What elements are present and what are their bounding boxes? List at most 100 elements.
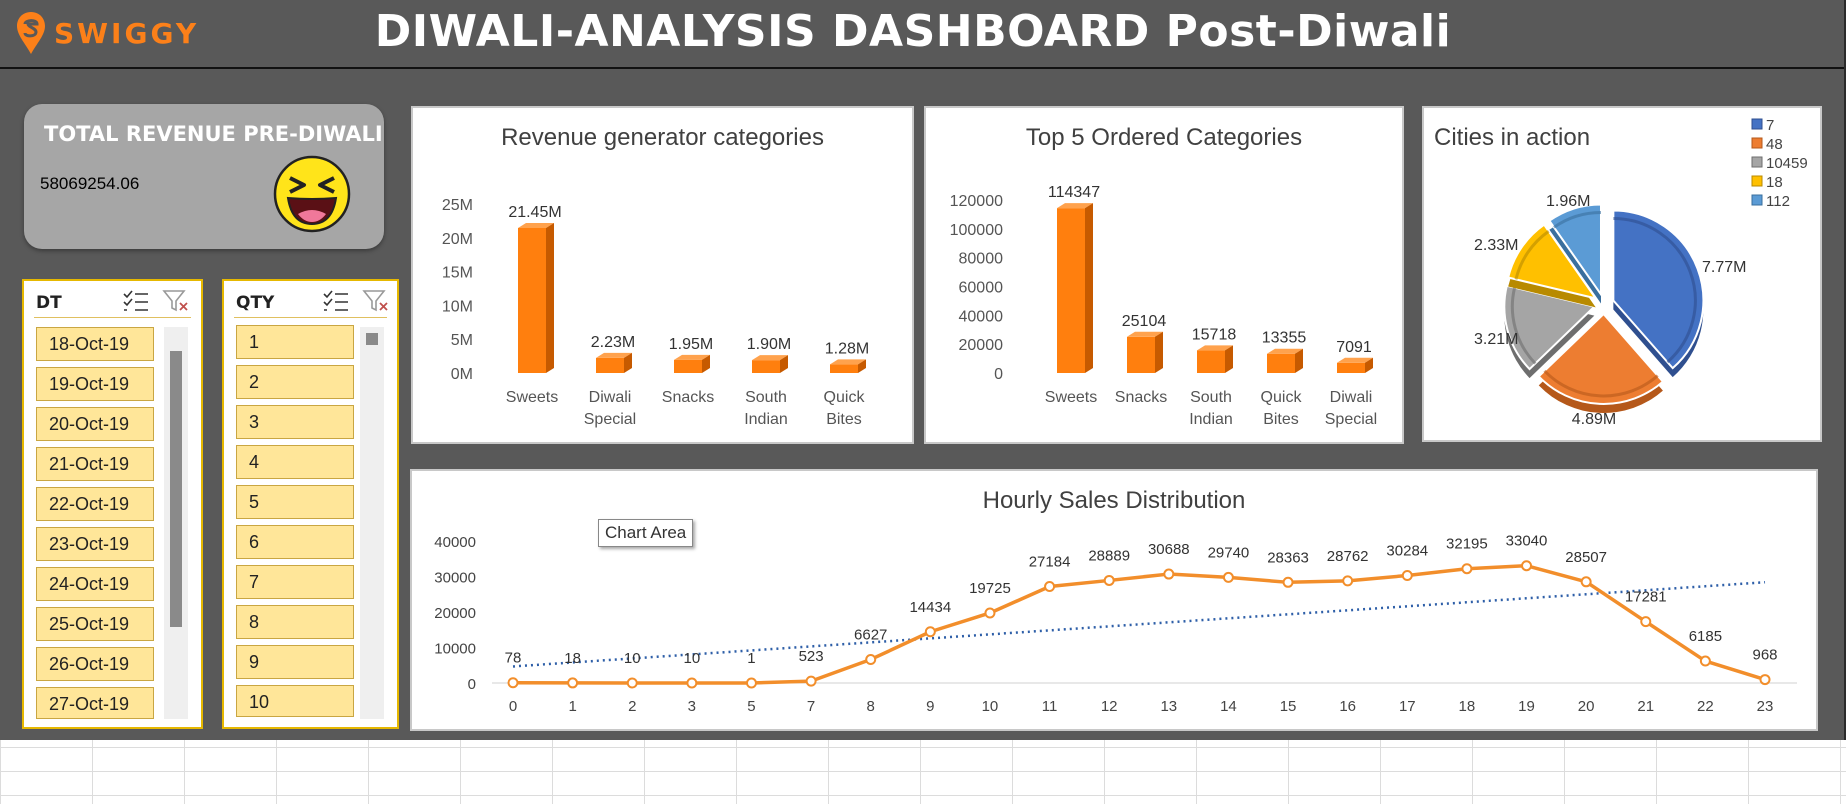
data-label: 15718	[1192, 326, 1237, 343]
bar-side	[780, 355, 788, 373]
dt-slicer-item[interactable]: 26-Oct-19	[36, 647, 154, 681]
clear-filter-icon[interactable]	[362, 289, 390, 313]
data-label: 30284	[1386, 542, 1428, 559]
dt-slicer-item[interactable]: 22-Oct-19	[36, 487, 154, 521]
bar-top	[1267, 348, 1303, 354]
data-label: 25104	[1122, 313, 1167, 330]
data-label: 28762	[1327, 548, 1369, 565]
x-tick-label: 13	[1160, 698, 1177, 715]
bar	[1127, 336, 1155, 373]
category-label: Diwali	[1330, 389, 1373, 406]
cities-chart-panel[interactable]: Cities in action 7.77M 4.89M 3.21M 2.33M 1.9…	[1422, 106, 1822, 442]
qty-slicer-item[interactable]: 9	[236, 645, 354, 679]
legend-label: 7	[1766, 117, 1774, 134]
bar-top	[674, 354, 710, 360]
multi-select-icon[interactable]	[322, 289, 350, 313]
pie-data-label: 7.77M	[1702, 259, 1746, 276]
dt-slicer-item[interactable]: 20-Oct-19	[36, 407, 154, 441]
y-tick-label: 100000	[950, 222, 1003, 239]
bar	[674, 359, 702, 373]
data-label: 1	[747, 650, 755, 667]
data-point	[1282, 576, 1294, 588]
bar-top	[1337, 357, 1373, 363]
data-label: 114347	[1048, 184, 1100, 201]
data-point	[1759, 674, 1771, 686]
y-tick-label: 30000	[434, 570, 476, 587]
bar-side	[1225, 345, 1233, 373]
data-point	[686, 677, 698, 689]
qty-slicer-item[interactable]: 1	[236, 325, 354, 359]
qty-slicer-item[interactable]: 5	[236, 485, 354, 519]
bar-top	[1197, 345, 1233, 351]
data-label: 10	[624, 650, 641, 667]
qty-slicer-item[interactable]: 6	[236, 525, 354, 559]
x-tick-label: 8	[867, 698, 875, 715]
total-revenue-card: TOTAL REVENUE PRE-DIWALI 58069254.06	[24, 104, 384, 249]
data-label: 30688	[1148, 541, 1190, 558]
category-label: Special	[584, 411, 636, 428]
dt-slicer-item[interactable]: 23-Oct-19	[36, 527, 154, 561]
data-point	[626, 677, 638, 689]
dt-slicer-item[interactable]: 25-Oct-19	[36, 607, 154, 641]
data-label: 2.23M	[591, 334, 635, 351]
dt-slicer-item[interactable]: 27-Oct-19	[36, 687, 154, 719]
dt-slicer-item[interactable]: 21-Oct-19	[36, 447, 154, 481]
clear-filter-icon[interactable]	[162, 289, 190, 313]
dt-slicer-item[interactable]: 24-Oct-19	[36, 567, 154, 601]
swiggy-pin-icon	[17, 12, 45, 54]
bar	[1197, 350, 1225, 373]
pie-slice-bevel	[1613, 216, 1697, 364]
bar-side	[546, 222, 554, 373]
qty-slicer-item[interactable]: 3	[236, 405, 354, 439]
qty-slicer-item[interactable]: 10	[236, 685, 354, 717]
qty-slicer-item[interactable]: 2	[236, 365, 354, 399]
y-tick-label: 20M	[442, 231, 473, 248]
qty-slicer-item[interactable]: 8	[236, 605, 354, 639]
x-tick-label: 12	[1101, 698, 1118, 715]
legend-swatch	[1751, 156, 1763, 168]
y-tick-label: 120000	[950, 193, 1003, 210]
qty-slicer-scrollbar[interactable]	[360, 327, 384, 719]
brand-logo: SWIGGY	[16, 8, 199, 58]
bar-side	[1085, 203, 1093, 373]
dt-slicer-item[interactable]: 19-Oct-19	[36, 367, 154, 401]
laughing-emoji-icon	[273, 155, 351, 233]
qty-scroll-thumb[interactable]	[366, 333, 378, 345]
bar-top	[1057, 203, 1093, 209]
data-point	[1103, 574, 1115, 586]
data-label: 17281	[1625, 589, 1667, 606]
brand-name: SWIGGY	[54, 16, 200, 50]
data-label: 1.28M	[825, 340, 869, 357]
category-label: Snacks	[1115, 389, 1167, 406]
dt-scroll-thumb[interactable]	[170, 351, 182, 627]
bar-side	[624, 352, 632, 373]
data-label: 28363	[1267, 549, 1309, 566]
qty-slicer-item[interactable]: 4	[236, 445, 354, 479]
orders-chart-panel[interactable]: Top 5 Ordered Categories 0 20000 40000 6000…	[924, 106, 1404, 444]
bar-side	[858, 359, 866, 373]
x-tick-label: 11	[1042, 698, 1058, 715]
pie-slice	[1537, 312, 1665, 405]
page-title: DIWALI-ANALYSIS DASHBOARD Post-Diwali	[0, 6, 1846, 57]
qty-slicer-item[interactable]: 7	[236, 565, 354, 599]
total-revenue-title: TOTAL REVENUE PRE-DIWALI	[44, 122, 383, 146]
category-label: Diwali	[589, 389, 632, 406]
hourly-chart-panel[interactable]: Hourly Sales Distribution 0 10000 20000 300…	[410, 469, 1818, 731]
cities-chart: 7.77M 4.89M 3.21M 2.33M 1.96M 7 48 10459 18 112	[1474, 117, 1808, 428]
x-tick-label: 5	[747, 698, 755, 715]
bar	[518, 227, 546, 373]
total-revenue-value: 58069254.06	[40, 174, 140, 193]
revenue-chart-panel[interactable]: Revenue generator categories 0M 5M 10M 15M 2…	[411, 106, 914, 444]
data-label: 10	[684, 650, 701, 667]
multi-select-icon[interactable]	[122, 289, 150, 313]
legend-label: 10459	[1766, 155, 1808, 172]
x-tick-label: 7	[807, 698, 815, 715]
dt-slicer-scrollbar[interactable]	[164, 327, 188, 719]
data-point	[924, 626, 936, 638]
pie-data-label: 1.96M	[1546, 193, 1590, 210]
x-tick-label: 20	[1578, 698, 1595, 715]
data-point	[745, 677, 757, 689]
legend-swatch	[1751, 118, 1763, 130]
dt-slicer-item[interactable]: 18-Oct-19	[36, 327, 154, 361]
category-label: Quick	[1261, 389, 1303, 406]
